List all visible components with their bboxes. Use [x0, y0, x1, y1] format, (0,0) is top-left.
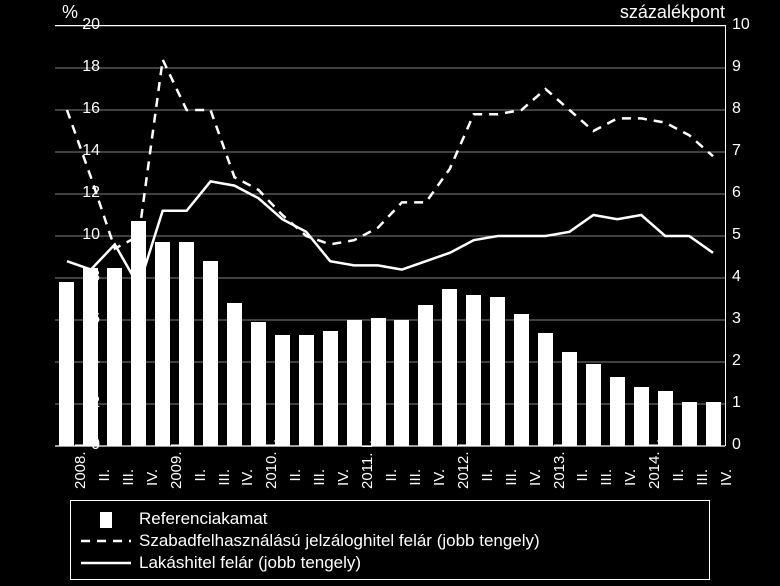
series-solid	[67, 181, 713, 286]
xtick: III.	[120, 469, 137, 489]
ytick-left: 16	[70, 100, 100, 118]
xtick: 2008. I.	[72, 469, 89, 489]
xtick: III.	[598, 469, 615, 489]
ytick-right: 9	[732, 58, 741, 76]
ytick-right: 7	[732, 142, 741, 160]
legend-swatch-dashed	[81, 532, 131, 550]
xtick: IV.	[527, 469, 544, 489]
ytick-left: 0	[70, 436, 100, 454]
xtick: 2013. I.	[551, 469, 568, 489]
xtick: IV.	[622, 469, 639, 489]
ytick-right: 6	[732, 184, 741, 202]
xtick: IV.	[335, 469, 352, 489]
xtick: II.	[383, 469, 400, 489]
xtick: II.	[96, 469, 113, 489]
xtick: II.	[192, 469, 209, 489]
legend: Referenciakamat Szabadfelhasználású jelz…	[70, 500, 710, 580]
right-axis-title: százalékpont	[620, 2, 725, 23]
legend-label-dashed: Szabadfelhasználású jelzáloghitel felár …	[139, 531, 540, 551]
xtick: 2011. I.	[359, 469, 376, 489]
ytick-left: 2	[70, 394, 100, 412]
ytick-right: 4	[732, 268, 741, 286]
xtick: IV.	[144, 469, 161, 489]
ytick-left: 20	[70, 16, 100, 34]
legend-label-bar: Referenciakamat	[139, 509, 268, 529]
ytick-left: 4	[70, 352, 100, 370]
ytick-right: 0	[732, 436, 741, 454]
xtick: II.	[287, 469, 304, 489]
xtick: 2014. I.	[646, 469, 663, 489]
ytick-left: 10	[70, 226, 100, 244]
xtick: II.	[670, 469, 687, 489]
xtick: IV.	[431, 469, 448, 489]
ytick-left: 8	[70, 268, 100, 286]
xtick: III.	[503, 469, 520, 489]
xtick: 2009. I.	[168, 469, 185, 489]
ytick-right: 8	[732, 100, 741, 118]
ytick-right: 5	[732, 226, 741, 244]
series-svg	[55, 26, 725, 446]
legend-item-dashed: Szabadfelhasználású jelzáloghitel felár …	[81, 531, 699, 551]
xtick: IV.	[718, 469, 735, 489]
legend-swatch-solid	[81, 554, 131, 572]
ytick-left: 18	[70, 58, 100, 76]
chart-area: 2008. I.II.III.IV.2009. I.II.III.IV.2010…	[55, 25, 726, 446]
xtick: 2012. I.	[455, 469, 472, 489]
xtick: III.	[216, 469, 233, 489]
xtick: 2010. I.	[263, 469, 280, 489]
ytick-left: 12	[70, 184, 100, 202]
legend-item-bar: Referenciakamat	[81, 509, 699, 529]
ytick-right: 3	[732, 310, 741, 328]
xtick: III.	[407, 469, 424, 489]
xtick: III.	[694, 469, 711, 489]
xtick: II.	[479, 469, 496, 489]
xtick: III.	[311, 469, 328, 489]
legend-item-solid: Lakáshitel felár (jobb tengely)	[81, 553, 699, 573]
ytick-right: 1	[732, 394, 741, 412]
ytick-left: 14	[70, 142, 100, 160]
ytick-left: 6	[70, 310, 100, 328]
ytick-right: 10	[732, 16, 750, 34]
xtick: II.	[574, 469, 591, 489]
ytick-right: 2	[732, 352, 741, 370]
legend-swatch-bar	[81, 510, 131, 528]
legend-label-solid: Lakáshitel felár (jobb tengely)	[139, 553, 361, 573]
xtick: IV.	[239, 469, 256, 489]
